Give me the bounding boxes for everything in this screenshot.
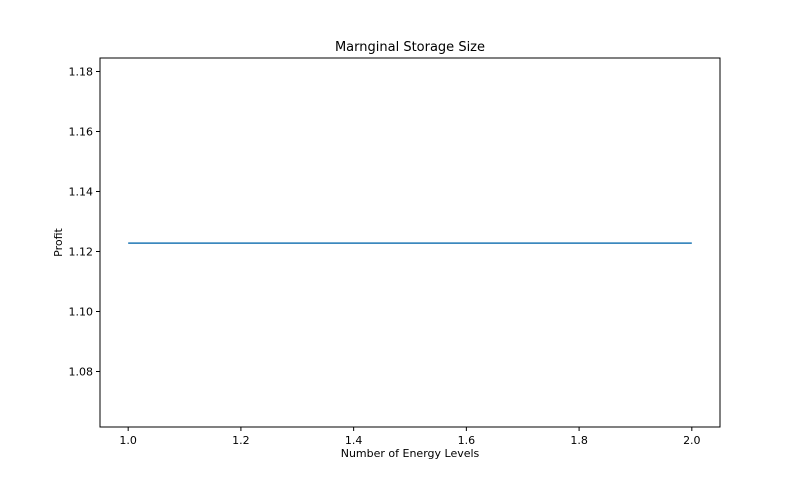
y-tick-label: 1.08	[69, 366, 94, 379]
plot-frame	[99, 57, 721, 428]
y-tick-label: 1.16	[69, 126, 94, 139]
y-tick-label: 1.10	[69, 306, 94, 319]
plot-area: 1.0 1.2 1.4 1.6 1.8 2.0 1.08 1.10 1.12 1.14 1.16 1.…	[69, 66, 701, 448]
y-tick-label: 1.14	[69, 186, 94, 199]
y-tick-label: 1.18	[69, 66, 94, 79]
x-tick-label: 1.8	[570, 434, 588, 447]
chart-title: Marnginal Storage Size	[335, 40, 485, 55]
x-axis-title: Number of Energy Levels	[341, 447, 480, 460]
x-tick-label: 1.6	[458, 434, 476, 447]
y-tick-label: 1.12	[69, 246, 94, 259]
y-axis-title: Profit	[52, 227, 65, 256]
x-tick-label: 2.0	[683, 434, 701, 447]
x-tick-label: 1.0	[119, 434, 137, 447]
x-tick-label: 1.2	[232, 434, 250, 447]
x-tick-label: 1.4	[345, 434, 363, 447]
